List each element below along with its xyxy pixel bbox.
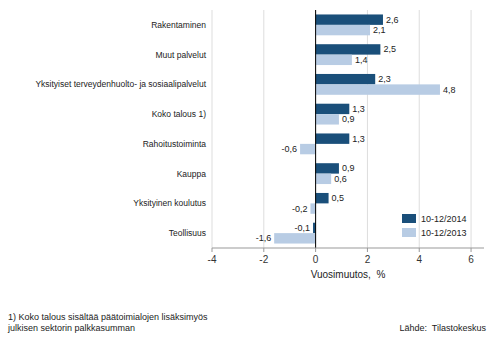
x-axis-label: Vuosimuutos, % [311,269,386,280]
bar [316,163,339,173]
x-axis-line [212,248,484,249]
x-tick [315,248,316,252]
y-tick-label: Yksityiset terveydenhuolto- ja sosiaalip… [35,79,206,89]
bar [316,133,350,143]
y-tick-label: Rahoitustoiminta [143,139,207,149]
x-tick [367,248,368,252]
data-label: -0,6 [282,144,298,154]
data-label: 0,9 [342,114,355,124]
grid [212,10,471,248]
legend: 10-12/2014 10-12/2013 [402,214,467,238]
data-label: 0,6 [334,174,347,184]
data-label: 1,3 [352,134,365,144]
bar [310,203,315,213]
legend-swatch [402,214,416,223]
source: Lähde: Tilastokeskus [399,323,486,333]
grid-line [471,10,472,248]
bar [274,233,315,243]
bar [316,25,370,35]
bar [316,55,352,65]
data-labels: 2,62,52,31,31,30,90,5-0,12,11,44,80,9-0,… [256,15,456,244]
chart: 2,62,52,31,31,30,90,5-0,12,11,44,80,9-0,… [0,0,494,339]
data-label: 1,3 [352,104,365,114]
data-label: 2,5 [383,44,396,54]
grid-line [315,10,316,248]
y-tick-label: Muut palvelut [155,50,206,60]
y-tick-label: Koko talous 1) [152,109,207,119]
y-tick-label: Rakentaminen [151,20,206,30]
x-tick [263,248,264,252]
bar [316,74,376,84]
data-label: 0,5 [332,193,345,203]
bars [274,14,440,243]
grid-line [263,10,264,248]
x-tick-label: 6 [468,254,474,265]
bar [316,14,383,24]
legend-entry: 10-12/2013 [421,228,467,238]
footnote: 1) Koko talous sisältää päätoimialojen l… [7,312,208,333]
x-tick-label: -2 [259,254,268,265]
bar [316,44,381,54]
data-label: 2,1 [373,25,386,35]
bar [316,193,329,203]
data-label: 0,9 [342,163,355,173]
footnote-line: 1) Koko talous sisältää päätoimialojen l… [8,312,208,322]
legend-swatch [402,228,416,237]
data-label: 4,8 [443,85,456,95]
y-tick-label: Yksityinen koulutus [133,198,206,208]
y-axis: Rakentaminen Muut palvelut Yksityiset terv… [35,20,206,238]
data-label: -0,2 [292,204,308,214]
grid-line [419,10,420,248]
bar [316,84,440,94]
x-tick [471,248,472,252]
bar [300,144,316,154]
data-label: 2,6 [386,15,399,25]
legend-entry: 10-12/2014 [421,214,467,224]
x-tick-label: 4 [416,254,422,265]
data-label: 2,3 [378,74,391,84]
x-tick-label: -4 [208,254,217,265]
bar [316,174,332,184]
x-axis: -4 -2 0 2 4 6 [208,248,475,265]
data-label: -1,6 [256,233,272,243]
zero-line [315,10,316,248]
data-label: 1,4 [355,55,368,65]
data-label: -0,1 [295,223,311,233]
x-tick-label: 2 [365,254,371,265]
grid-line [212,10,213,248]
bar [316,104,350,114]
x-tick-label: 0 [313,254,319,265]
footnote-line: julkisen sektorin palkkasumman [7,323,135,333]
bar [316,114,339,124]
y-tick-label: Kauppa [177,169,207,179]
x-tick [419,248,420,252]
y-tick-label: Teollisuus [169,228,206,238]
x-tick [212,248,213,252]
